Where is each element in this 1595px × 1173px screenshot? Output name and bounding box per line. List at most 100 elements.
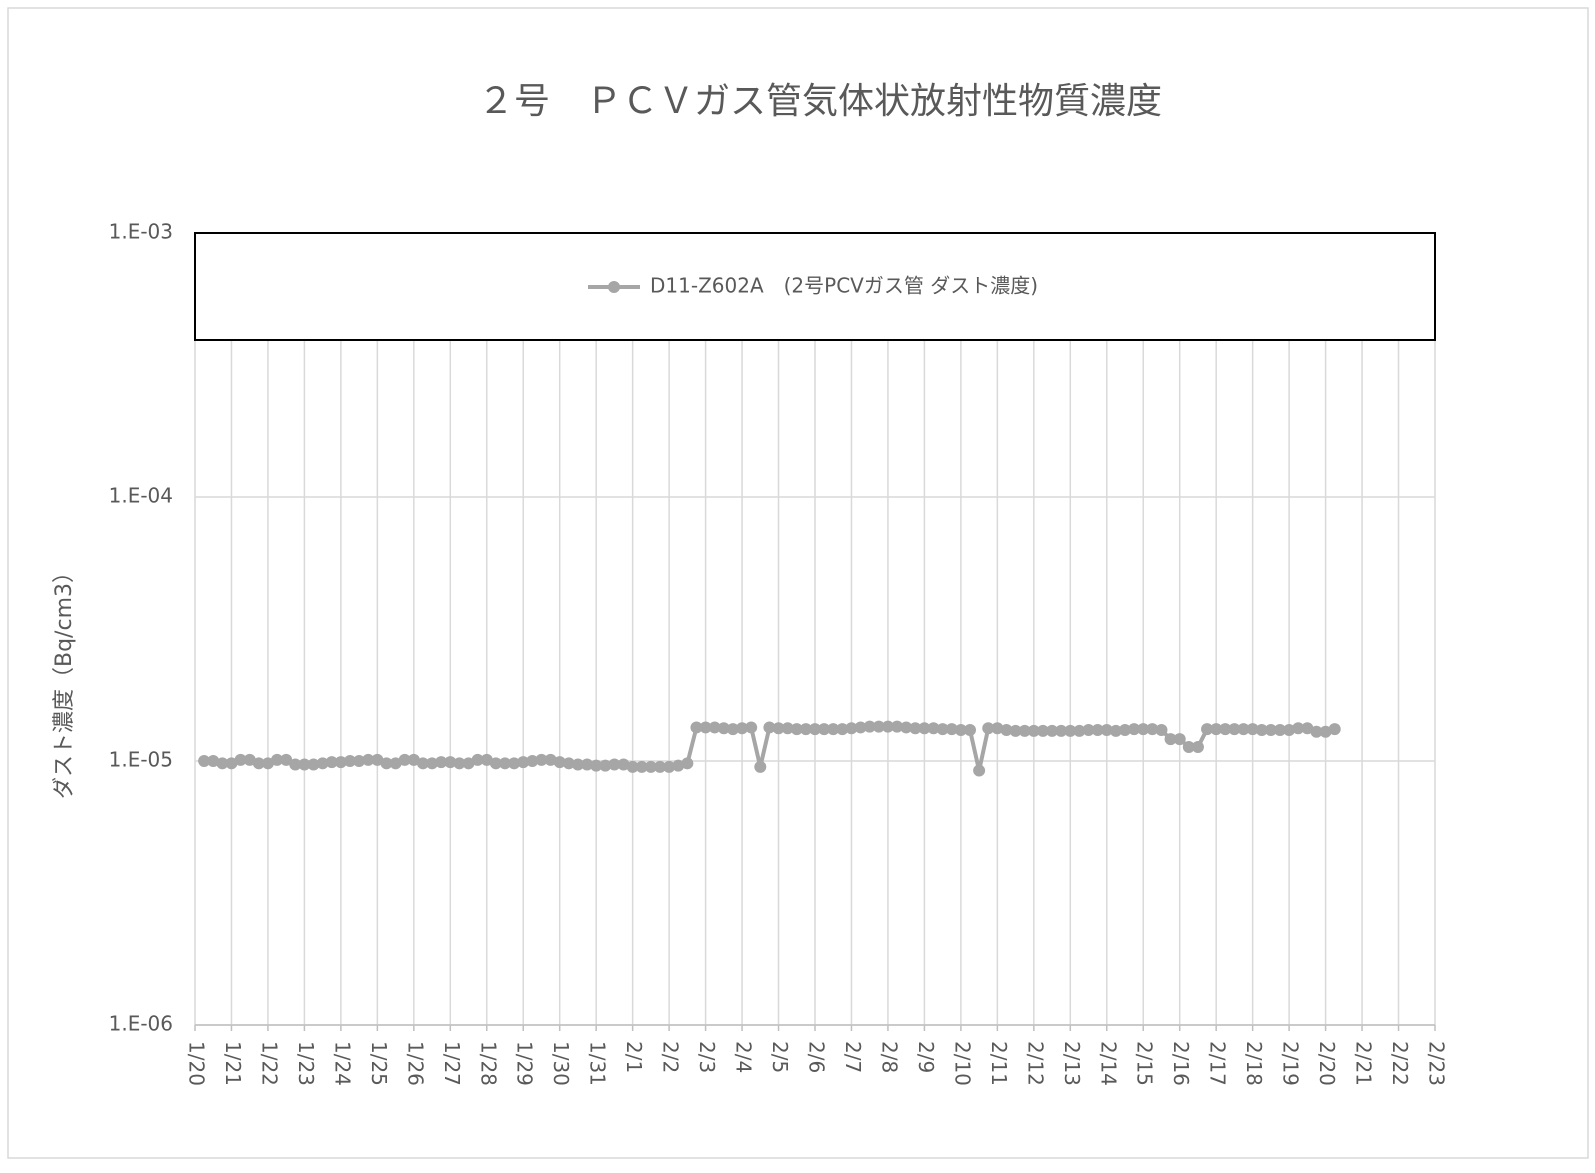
x-tick-label: 2/6 (805, 1041, 829, 1073)
data-point (772, 722, 785, 735)
data-point (1082, 724, 1095, 737)
data-point (1036, 724, 1049, 737)
x-tick-label: 2/12 (1023, 1041, 1047, 1086)
data-point (909, 722, 922, 735)
x-tick-label: 2/23 (1425, 1041, 1449, 1086)
data-point (1155, 724, 1168, 737)
data-point (900, 721, 913, 734)
data-point (781, 722, 794, 735)
data-point (663, 760, 676, 773)
legend-label: D11-Z602A (2号PCVガス管 ダスト濃度) (650, 274, 1038, 298)
x-tick-label: 2/11 (987, 1041, 1011, 1086)
data-point (1237, 723, 1250, 736)
x-tick-label: 1/27 (440, 1041, 464, 1086)
data-point (1246, 723, 1259, 736)
data-point (1128, 723, 1141, 736)
data-point (945, 723, 958, 736)
data-point (252, 757, 265, 770)
x-tick-label: 2/15 (1133, 1041, 1157, 1086)
x-tick-label: 2/21 (1352, 1041, 1376, 1086)
data-point (480, 753, 493, 766)
data-point (389, 757, 402, 770)
data-point (325, 756, 338, 769)
data-point (1310, 725, 1323, 738)
data-point (617, 758, 630, 771)
chart-title: ２号 ＰＣＶガス管気体状放射性物質濃度 (478, 81, 1162, 122)
data-point (635, 760, 648, 773)
x-tick-label: 2/20 (1315, 1041, 1339, 1086)
data-point (562, 757, 575, 770)
data-point (681, 757, 694, 770)
data-point (398, 753, 411, 766)
data-point (243, 753, 256, 766)
data-point (198, 755, 211, 767)
chart-frame (7, 7, 1589, 1159)
data-point (362, 753, 375, 766)
data-point (1210, 723, 1223, 736)
data-point (1219, 723, 1232, 736)
data-point (380, 757, 393, 770)
x-tick-label: 2/7 (841, 1041, 865, 1073)
x-tick-label: 1/28 (476, 1041, 500, 1086)
data-point (881, 720, 894, 733)
data-point (261, 757, 274, 770)
data-point (1000, 724, 1013, 737)
data-point (316, 757, 329, 770)
y-tick-label: 1.E-04 (109, 484, 173, 508)
data-point (298, 758, 311, 771)
data-point (1055, 724, 1068, 737)
data-point (1264, 724, 1277, 737)
data-point (654, 760, 666, 773)
data-point (1201, 723, 1214, 736)
data-point (845, 722, 858, 735)
data-point (207, 755, 220, 767)
data-point (745, 721, 758, 734)
x-tick-label: 2/8 (877, 1041, 901, 1073)
data-point (271, 753, 284, 766)
data-point (1046, 724, 1059, 737)
data-point (344, 755, 356, 767)
y-tick-label: 1.E-03 (109, 220, 173, 244)
x-tick-label: 2/13 (1060, 1041, 1084, 1086)
data-point (435, 756, 448, 769)
data-point (535, 753, 548, 766)
data-point (754, 760, 767, 773)
data-point (982, 722, 995, 735)
data-point (736, 722, 749, 735)
data-point (608, 758, 621, 771)
y-tick-label: 1.E-06 (109, 1012, 173, 1036)
x-tick-label: 1/26 (403, 1041, 427, 1086)
data-point (225, 757, 238, 770)
data-point (1164, 733, 1177, 746)
data-point (571, 758, 584, 771)
data-point (307, 758, 320, 771)
data-point (991, 722, 1004, 735)
data-point (708, 721, 721, 734)
x-tick-label: 1/31 (586, 1041, 610, 1086)
data-point (1328, 723, 1341, 736)
data-point (827, 723, 840, 736)
data-point (1319, 725, 1332, 738)
data-point (726, 723, 739, 736)
data-point (599, 759, 612, 772)
data-point (1146, 723, 1159, 736)
data-point (280, 753, 293, 766)
data-point (1182, 740, 1195, 753)
x-tick-label: 2/2 (659, 1041, 683, 1073)
data-point (854, 721, 867, 734)
x-tick-label: 2/19 (1279, 1041, 1303, 1086)
data-point (1009, 724, 1022, 737)
data-point (416, 757, 429, 770)
data-point (672, 759, 685, 772)
x-tick-label: 1/20 (185, 1041, 209, 1086)
data-point (544, 753, 557, 766)
x-tick-label: 2/9 (914, 1041, 938, 1073)
data-point (863, 720, 876, 733)
data-point (1091, 724, 1104, 737)
data-point (790, 723, 803, 736)
data-point (818, 723, 831, 736)
x-tick-label: 2/1 (622, 1041, 646, 1073)
data-point (426, 757, 439, 770)
x-tick-label: 1/25 (367, 1041, 391, 1086)
